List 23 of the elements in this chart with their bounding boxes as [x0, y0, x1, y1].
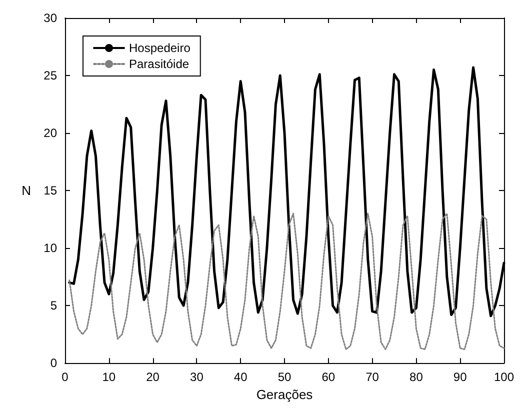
line-series [68, 212, 505, 350]
y-tick-label: 30 [44, 11, 58, 25]
y-tick-label: 5 [50, 298, 58, 313]
x-tick-label: 0 [62, 370, 69, 384]
x-tick-label: 40 [234, 370, 248, 384]
x-tick-label: 20 [146, 370, 160, 384]
y-tick-label: 25 [44, 68, 58, 83]
legend-label: Parasitóide [129, 57, 190, 71]
x-tick-label: 30 [190, 370, 204, 384]
x-axis-title: Gerações [256, 387, 314, 402]
y-axis-title: N [22, 183, 31, 198]
x-tick-label: 100 [494, 370, 514, 384]
x-tick-label: 80 [410, 370, 424, 384]
y-tick-label: 10 [44, 241, 58, 256]
x-tick-label: 60 [322, 370, 336, 384]
y-tick-label: 20 [44, 126, 58, 140]
x-tick-label: 90 [453, 370, 468, 384]
x-tick-label: 50 [278, 370, 292, 384]
y-tick-label: 0 [50, 356, 58, 370]
x-tick-label: 10 [102, 370, 116, 384]
legend-label: Hospedeiro [129, 41, 191, 55]
x-tick-label: 70 [366, 370, 380, 384]
y-tick-label: 15 [44, 184, 58, 198]
